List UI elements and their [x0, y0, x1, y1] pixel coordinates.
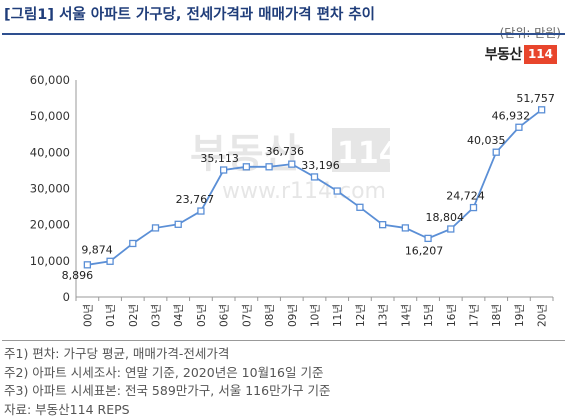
data-label: 40,035 — [467, 134, 506, 147]
data-label: 18,804 — [426, 211, 465, 224]
data-point — [129, 239, 137, 248]
x-tick-label: 07년 — [241, 304, 253, 327]
footnote-1: 주1) 편차: 가구당 평균, 매매가격-전세가격 — [4, 346, 230, 361]
bottom-rule — [2, 340, 565, 341]
footnote-3: 주3) 아파트 시세표본: 전국 589만가구, 서울 116만가구 기준 — [4, 383, 331, 398]
x-tick-label: 04년 — [173, 304, 185, 327]
data-point — [401, 224, 410, 232]
y-tick-label: 50,000 — [30, 109, 70, 123]
data-label: 51,757 — [516, 92, 555, 105]
watermark-box-text: 114 — [337, 136, 400, 171]
y-tick-label: 30,000 — [30, 182, 70, 196]
x-tick-label: 12년 — [355, 304, 367, 327]
data-label: 36,736 — [266, 145, 305, 158]
footnote-2: 주2) 아파트 시세조사: 연말 기준, 2020년은 10월16일 기준 — [4, 364, 324, 380]
y-tick-label: 10,000 — [30, 254, 70, 268]
data-label: 33,196 — [301, 159, 340, 172]
footnotes: 주1) 편차: 가구당 평균, 매매가격-전세가격 주2) 아파트 시세조사: … — [4, 345, 331, 419]
data-point — [151, 224, 160, 232]
series — [83, 106, 546, 269]
data-point — [469, 203, 478, 212]
x-tick-label: 11년 — [332, 304, 344, 327]
data-point — [447, 225, 455, 233]
x-tick-label: 16년 — [446, 304, 458, 327]
data-point — [515, 123, 523, 131]
data-point — [83, 261, 92, 269]
data-point — [378, 221, 387, 229]
x-tick-label: 18년 — [491, 304, 503, 327]
data-label: 8,896 — [62, 269, 94, 282]
x-tick-label: 19년 — [514, 304, 526, 327]
data-point — [492, 148, 500, 156]
logo-box: 114 — [523, 44, 557, 64]
x-tick-label: 08년 — [264, 304, 276, 327]
watermark: 부동산 114 www.r114.com — [190, 128, 400, 204]
data-point — [106, 257, 114, 265]
data-label: 23,767 — [176, 193, 215, 206]
data-point — [197, 207, 205, 215]
x-tick-label: 09년 — [287, 304, 299, 327]
data-label: 46,932 — [492, 109, 531, 122]
x-tick-label: 00년 — [82, 304, 94, 327]
y-tick-label: 40,000 — [30, 145, 70, 159]
data-label: 35,113 — [200, 152, 239, 165]
x-tick-label: 13년 — [378, 304, 390, 327]
x-tick-label: 15년 — [423, 304, 435, 327]
x-tick-label: 05년 — [196, 304, 208, 327]
data-point — [356, 203, 364, 211]
logo-text: 부동산 — [484, 47, 523, 63]
data-label: 16,207 — [405, 244, 444, 257]
y-tick-label: 20,000 — [30, 218, 70, 232]
x-tick-label: 03년 — [151, 304, 163, 327]
data-point — [310, 173, 319, 181]
x-tick-label: 10년 — [310, 304, 322, 327]
x-tick-label: 06년 — [219, 304, 231, 327]
chart-title: [그림1] 서울 아파트 가구당, 전세가격과 매매가격 편차 추이 — [4, 7, 376, 23]
data-point — [174, 220, 182, 228]
data-point — [424, 234, 432, 243]
x-tick-label: 01년 — [105, 304, 117, 327]
data-point — [333, 187, 341, 195]
y-tick-label: 0 — [63, 290, 70, 304]
axes: 0 10,000 20,000 30,000 40,000 50,000 60,000 00년… — [30, 73, 554, 327]
footnote-source: 자료: 부동산114 REPS — [4, 401, 130, 417]
data-point — [219, 166, 228, 174]
line-chart: 부동산 114 www.r114.com 0 10,000 20,000 30,000… — [30, 73, 555, 327]
data-point — [242, 163, 251, 171]
x-tick-label: 20년 — [537, 304, 549, 327]
y-tick-label: 60,000 — [30, 73, 70, 87]
top-rule — [2, 33, 565, 35]
data-label: 9,874 — [81, 243, 113, 256]
watermark-box — [332, 128, 390, 172]
x-tick-label: 14년 — [400, 304, 412, 327]
data-point — [537, 106, 546, 114]
x-tick-label: 02년 — [128, 304, 140, 327]
x-tick-label: 17년 — [469, 304, 481, 327]
data-point — [288, 160, 296, 168]
brand-logo: 부동산 114 — [485, 44, 557, 64]
data-point — [265, 163, 273, 171]
data-label: 24,724 — [446, 190, 485, 203]
watermark-url: www.r114.com — [222, 179, 386, 204]
